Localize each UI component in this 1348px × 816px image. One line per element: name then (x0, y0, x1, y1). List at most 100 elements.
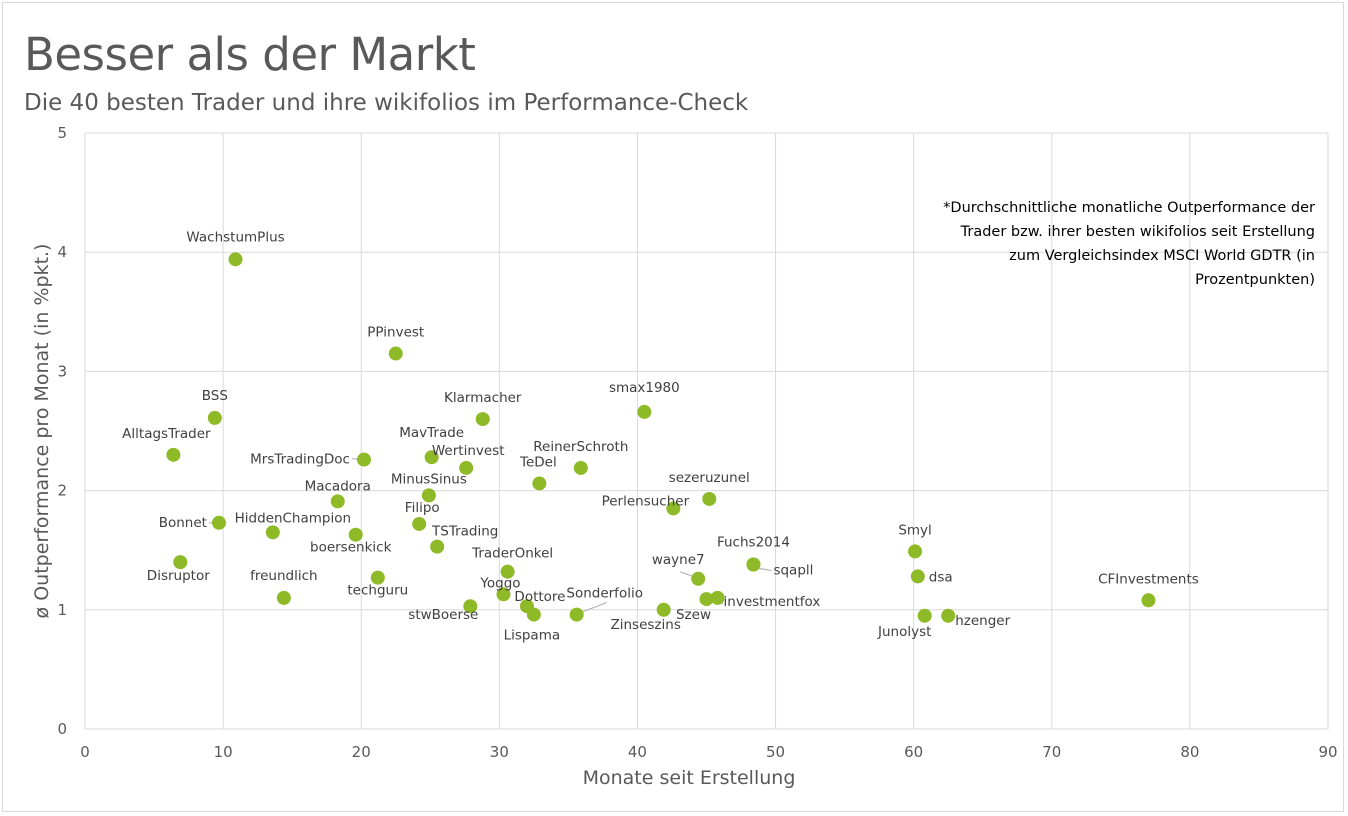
point-label: Klarmacher (444, 390, 522, 406)
point-label: stwBoerse (408, 607, 478, 623)
data-point (702, 491, 717, 506)
leader-line (580, 602, 607, 614)
data-point (496, 587, 511, 602)
data-point (941, 608, 956, 623)
data-point (917, 608, 932, 623)
point-label: MrsTradingDoc (250, 452, 350, 468)
data-point (166, 447, 181, 462)
point-label: BSS (202, 388, 228, 404)
point-label: techguru (347, 583, 408, 599)
point-label: Sonderfolio (566, 586, 643, 602)
data-point (532, 476, 547, 491)
data-point (1141, 593, 1156, 608)
data-point (356, 452, 371, 467)
point-label: Fuchs2014 (717, 535, 790, 551)
data-point (173, 555, 188, 570)
footnote-annotation: *Durchschnittliche monatliche Outperform… (943, 200, 1315, 288)
point-labels: WachstumPlus PPinvest BSS AlltagsTrader Klar… (122, 229, 1199, 643)
point-label: CFInvestments (1098, 571, 1199, 587)
x-tick-label: 90 (1318, 743, 1337, 761)
point-label: smax1980 (609, 380, 680, 396)
point-label: Bonnet (159, 515, 207, 531)
data-point (412, 516, 427, 531)
x-tick-label: 60 (904, 743, 923, 761)
data-point (475, 412, 490, 427)
data-point (228, 252, 243, 267)
data-point (430, 539, 445, 554)
data-point (500, 564, 515, 579)
footnote-line: Prozentpunkten) (1195, 272, 1315, 288)
data-point (526, 607, 541, 622)
point-label: MavTrade (399, 425, 464, 441)
x-tick-label: 0 (80, 743, 90, 761)
x-tick-labels: 0 10 20 30 40 50 60 70 80 90 (80, 743, 1337, 761)
x-tick-label: 80 (1180, 743, 1199, 761)
y-tick-label: 3 (57, 362, 67, 380)
point-label: dsa (929, 569, 953, 585)
data-point (330, 494, 345, 509)
data-point (276, 590, 291, 605)
footnote-line: *Durchschnittliche monatliche Outperform… (943, 200, 1315, 216)
point-label: HiddenChampion (235, 510, 351, 526)
y-tick-label: 5 (57, 124, 67, 142)
point-label: Szew (676, 607, 711, 623)
point-label: Smyl (898, 522, 931, 538)
footnote-line: Trader bzw. ihrer besten wikifolios seit… (960, 224, 1315, 240)
data-point (908, 544, 923, 559)
y-tick-label: 0 (57, 720, 67, 738)
x-tick-label: 70 (1042, 743, 1061, 761)
data-point (348, 527, 363, 542)
data-point (207, 410, 222, 425)
data-point (699, 592, 714, 607)
chart-subtitle: Die 40 besten Trader und ihre wikifolios… (24, 90, 749, 116)
data-point (656, 602, 671, 617)
data-point (388, 346, 403, 361)
leader-line (759, 568, 772, 571)
data-point (459, 460, 474, 475)
point-label: MinusSinus (391, 471, 467, 487)
point-label: ReinerSchroth (533, 439, 628, 455)
point-label: Filipo (405, 500, 440, 516)
y-tick-labels: 0 1 2 3 4 5 (57, 124, 67, 738)
data-point (691, 571, 706, 586)
point-label: wayne7 (652, 552, 705, 568)
y-axis-title: ø Outperformance pro Monat (in %pkt.) (31, 244, 53, 619)
data-point (211, 515, 226, 530)
data-point (573, 460, 588, 475)
point-label: boersenkick (310, 540, 392, 556)
x-axis-title: Monate seit Erstellung (583, 767, 796, 789)
point-label: WachstumPlus (186, 229, 284, 245)
point-label: TraderOnkel (471, 546, 553, 562)
point-label: Junolyst (877, 624, 931, 640)
point-label: Perlensucher (602, 493, 690, 509)
grid-lines (84, 132, 1329, 730)
data-points (166, 252, 1156, 623)
data-point (424, 450, 439, 465)
point-label: Lispama (504, 628, 561, 644)
x-tick-label: 20 (352, 743, 371, 761)
point-label: hzenger (955, 613, 1010, 629)
point-label: sqapll (773, 563, 813, 579)
y-tick-label: 2 (57, 482, 67, 500)
x-tick-label: 40 (628, 743, 647, 761)
point-label: Zinseszins (611, 617, 681, 633)
y-tick-label: 1 (57, 601, 67, 619)
point-label: Wertinvest (432, 443, 505, 459)
data-point (910, 569, 925, 584)
point-label: AlltagsTrader (122, 426, 211, 442)
point-label: sezeruzunel (669, 470, 750, 486)
x-tick-label: 50 (766, 743, 785, 761)
data-point (421, 488, 436, 503)
data-point (370, 570, 385, 585)
chart-title: Besser als der Markt (24, 28, 476, 81)
data-point (569, 607, 584, 622)
x-tick-label: 30 (490, 743, 509, 761)
point-label: Disruptor (147, 568, 210, 584)
data-point (637, 404, 652, 419)
point-label: investmentfox (724, 594, 821, 610)
point-label: Yoggo (479, 575, 520, 591)
footnote-line: zum Vergleichsindex MSCI World GDTR (in (1009, 248, 1315, 264)
data-point (463, 599, 478, 614)
